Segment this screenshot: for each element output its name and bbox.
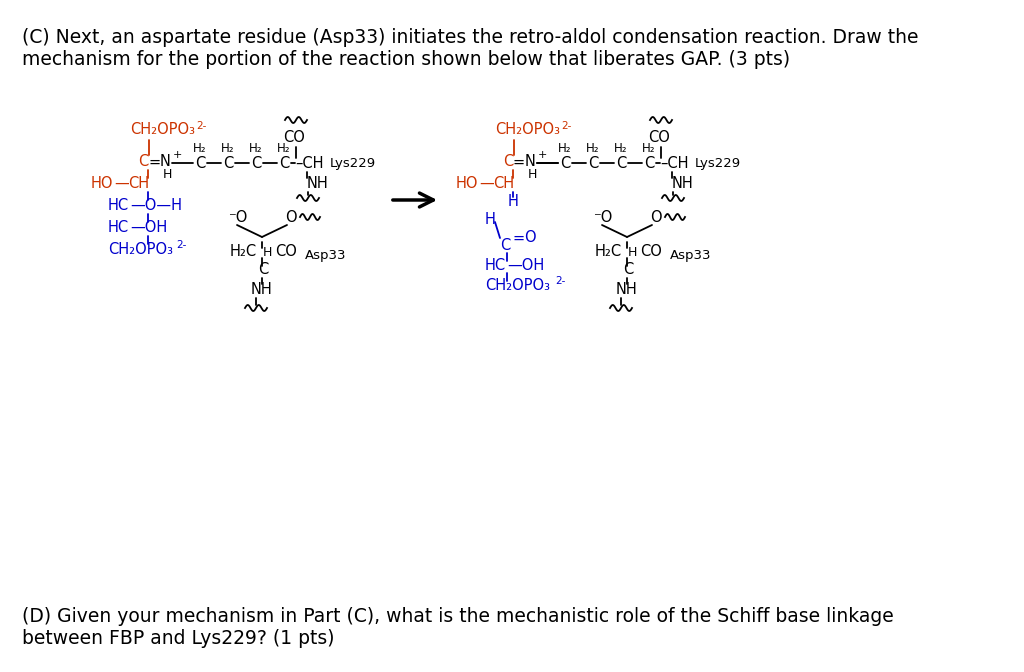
- Text: H: H: [163, 169, 172, 181]
- Text: H₂: H₂: [587, 142, 600, 155]
- Text: O: O: [650, 210, 662, 224]
- Text: H: H: [263, 245, 272, 259]
- Text: between FBP and Lys229? (1 pts): between FBP and Lys229? (1 pts): [22, 629, 335, 648]
- Text: HC: HC: [485, 257, 506, 273]
- Text: ⁻O: ⁻O: [228, 210, 248, 224]
- Text: 2-: 2-: [176, 240, 186, 250]
- Text: N: N: [525, 155, 536, 169]
- Text: C: C: [258, 263, 268, 278]
- Text: CO: CO: [283, 130, 305, 144]
- Text: —OH: —OH: [130, 220, 167, 235]
- Text: –CH: –CH: [295, 155, 324, 171]
- Text: Asp33: Asp33: [305, 249, 346, 261]
- Text: CH: CH: [128, 175, 150, 190]
- Text: C: C: [223, 155, 233, 171]
- Text: C: C: [251, 155, 261, 171]
- Text: H₂: H₂: [642, 142, 655, 155]
- Text: C: C: [503, 155, 513, 169]
- Text: H₂: H₂: [614, 142, 628, 155]
- Text: NH: NH: [251, 282, 272, 298]
- Text: C: C: [588, 155, 598, 171]
- Text: H₂C: H₂C: [230, 245, 257, 259]
- Text: —O—H: —O—H: [130, 198, 182, 212]
- Text: 2-: 2-: [555, 276, 565, 286]
- Text: H₂: H₂: [249, 142, 263, 155]
- Text: C: C: [279, 155, 289, 171]
- Text: H₂: H₂: [558, 142, 571, 155]
- Text: H₂C: H₂C: [595, 245, 623, 259]
- Text: CH: CH: [493, 175, 514, 190]
- Text: =: =: [512, 230, 524, 245]
- Text: =: =: [513, 155, 525, 169]
- Text: =: =: [148, 155, 160, 169]
- Text: mechanism for the portion of the reaction shown below that liberates GAP. (3 pts: mechanism for the portion of the reactio…: [22, 50, 791, 69]
- Text: H: H: [528, 169, 538, 181]
- Text: HO: HO: [456, 175, 478, 190]
- Text: CH₂OPO₃: CH₂OPO₃: [130, 122, 195, 138]
- Text: NH: NH: [616, 282, 638, 298]
- Text: Lys229: Lys229: [695, 157, 741, 169]
- Text: N: N: [160, 155, 171, 169]
- Text: NH: NH: [307, 175, 329, 190]
- Text: H: H: [485, 212, 496, 228]
- Text: —: —: [114, 175, 129, 190]
- Text: H₂: H₂: [278, 142, 291, 155]
- Text: C: C: [138, 155, 148, 169]
- Text: (C) Next, an aspartate residue (Asp33) initiates the retro-aldol condensation re: (C) Next, an aspartate residue (Asp33) i…: [22, 28, 919, 47]
- Text: HO: HO: [91, 175, 114, 190]
- Text: HC: HC: [108, 198, 129, 212]
- Text: C: C: [500, 237, 510, 253]
- Text: O: O: [524, 230, 536, 245]
- Text: C: C: [615, 155, 626, 171]
- Text: +: +: [173, 150, 182, 160]
- Text: CO: CO: [648, 130, 670, 144]
- Text: ⁻O: ⁻O: [593, 210, 612, 224]
- Text: CH₂OPO₃: CH₂OPO₃: [495, 122, 560, 138]
- Text: C: C: [195, 155, 205, 171]
- Text: H: H: [628, 245, 637, 259]
- Text: +: +: [538, 150, 548, 160]
- Text: C: C: [644, 155, 654, 171]
- Text: CH₂OPO₃: CH₂OPO₃: [485, 278, 550, 292]
- Text: H₂: H₂: [221, 142, 234, 155]
- Text: CO: CO: [275, 245, 297, 259]
- Text: NH: NH: [672, 175, 693, 190]
- Text: —: —: [479, 175, 494, 190]
- Text: C: C: [560, 155, 570, 171]
- Text: Asp33: Asp33: [670, 249, 712, 261]
- Text: C: C: [623, 263, 633, 278]
- Text: (D) Given your mechanism in Part (C), what is the mechanistic role of the Schiff: (D) Given your mechanism in Part (C), wh…: [22, 607, 894, 626]
- Text: 2-: 2-: [561, 121, 571, 131]
- Text: CO: CO: [640, 245, 662, 259]
- Text: —OH: —OH: [507, 257, 544, 273]
- Text: H: H: [508, 194, 518, 210]
- Text: –CH: –CH: [660, 155, 688, 171]
- Text: H₂: H₂: [194, 142, 207, 155]
- Text: CH₂OPO₃: CH₂OPO₃: [108, 241, 173, 257]
- Text: 2-: 2-: [196, 121, 207, 131]
- Text: HC: HC: [108, 220, 129, 235]
- Text: O: O: [285, 210, 297, 224]
- Text: Lys229: Lys229: [330, 157, 376, 169]
